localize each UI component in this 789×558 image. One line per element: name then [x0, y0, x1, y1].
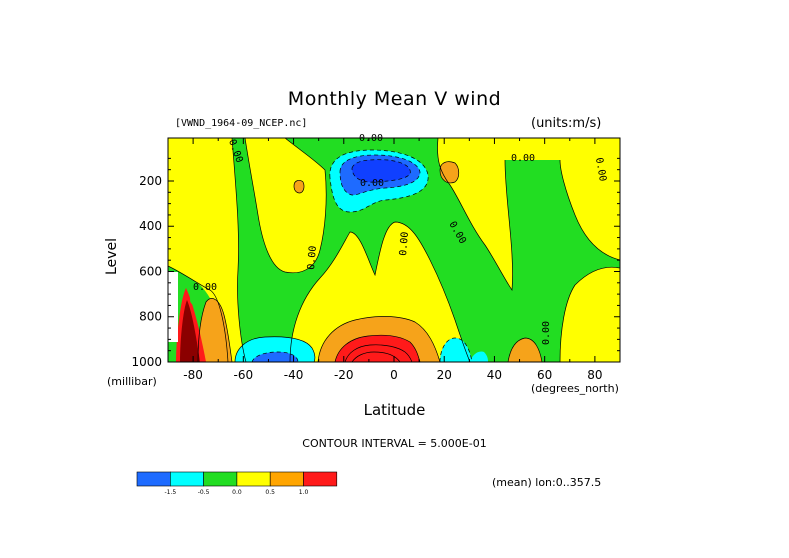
x-axis-unit: (degrees_north)	[531, 382, 619, 395]
y-tick-label: 600	[139, 264, 162, 278]
y-tick-labels: 200 400 600 800 1000	[131, 174, 162, 369]
green-patch-lower-left	[190, 288, 202, 306]
contour-line	[197, 298, 233, 362]
contour-line	[317, 316, 441, 362]
contour-line	[293, 180, 305, 194]
cyan-region-lower-left	[235, 336, 315, 362]
contour-label: 0.00	[360, 178, 384, 189]
colorbar-labels: -1.5 -0.5 0.0 0.5 1.0	[164, 489, 308, 496]
x-tick-label: 60	[537, 368, 552, 382]
contour-line	[559, 159, 620, 261]
yellow-region-center	[290, 222, 470, 362]
x-tick-label: 0	[390, 368, 398, 382]
dark-red-core-left	[180, 300, 200, 362]
y-tick-label: 400	[139, 219, 162, 233]
contour-interval-label: CONTOUR INTERVAL = 5.000E-01	[302, 437, 487, 450]
negative-contours	[251, 149, 473, 362]
y-axis-unit: (millibar)	[107, 375, 157, 388]
yellow-region-top-right	[437, 138, 620, 290]
contour-line	[334, 334, 421, 362]
x-tick-labels: -80 -60 -40 -20 0 20 40 60 80	[183, 368, 602, 382]
yellow-region-lower-right	[560, 267, 620, 362]
chart-title: Monthly Mean V wind	[287, 88, 502, 110]
colorbar-label: 0.0	[232, 489, 242, 496]
orange-region-lower-right	[508, 338, 542, 362]
contour-label: 0.00	[306, 245, 319, 270]
mean-dimension-label: (mean) lon:0..357.5	[492, 476, 602, 489]
colorbar-label: -0.5	[198, 489, 210, 496]
colorbar-label: -1.5	[164, 489, 176, 496]
colorbar-swatch	[170, 471, 204, 487]
x-tick-label: -60	[234, 368, 254, 382]
contour-line	[329, 149, 429, 213]
contour-line	[344, 344, 413, 362]
dataset-label: [VWND_1964-09_NCEP.nc]	[175, 118, 308, 129]
contour-line	[231, 138, 247, 362]
cyan-blob-small	[470, 351, 488, 362]
colorbar-swatch	[303, 471, 338, 487]
x-tick-label: -20	[334, 368, 354, 382]
contour-label: 0.00	[511, 153, 535, 164]
x-tick-label: 40	[487, 368, 502, 382]
dark-blue-core-top	[352, 159, 411, 183]
y-tick-label: 800	[139, 310, 162, 324]
x-tick-label: -80	[183, 368, 203, 382]
contour-line	[339, 154, 421, 196]
yellow-region-mid-left	[245, 138, 327, 273]
red-region-center	[335, 335, 420, 362]
x-tick-label: 20	[437, 368, 452, 382]
colorbar-swatch	[203, 471, 238, 487]
y-tick-label: 1000	[131, 355, 162, 369]
contour-line	[289, 221, 471, 362]
contour-line	[507, 337, 543, 362]
missing-data-area	[168, 272, 178, 342]
x-axis-label: Latitude	[363, 401, 426, 419]
contour-line	[244, 138, 327, 274]
contour-line	[234, 336, 316, 362]
colorbar-label: 0.5	[265, 489, 275, 496]
contour-line	[439, 337, 473, 362]
cyan-region-lower-center	[440, 338, 472, 362]
colorbar	[136, 471, 338, 487]
contour-line	[251, 351, 299, 362]
colorbar-label: 1.0	[299, 489, 309, 496]
axis-ticks	[167, 138, 621, 363]
x-tick-label: 80	[587, 368, 602, 382]
y-tick-label: 200	[139, 174, 162, 188]
contour-label: 0.00	[593, 157, 608, 183]
contour-line	[351, 159, 411, 183]
contour-label: 0.00	[541, 321, 552, 345]
colorbar-swatch	[236, 471, 271, 487]
yellow-region-top-left	[168, 138, 246, 362]
contour-label: 0.00	[193, 282, 217, 293]
units-label: (units:m/s)	[531, 116, 602, 131]
orange-blob-left	[294, 180, 304, 193]
contour-lines	[168, 138, 620, 362]
contour-fills	[168, 138, 620, 362]
blue-region-lower-left	[252, 352, 298, 362]
colorbar-swatch	[269, 471, 304, 487]
contour-line	[168, 265, 229, 362]
contour-line	[351, 351, 401, 362]
x-tick-label: -40	[284, 368, 304, 382]
colorbar-swatch	[136, 471, 171, 487]
contour-line	[439, 161, 460, 184]
contour-line	[559, 266, 620, 362]
contour-line	[437, 138, 513, 292]
contour-label: 0.00	[398, 231, 411, 256]
